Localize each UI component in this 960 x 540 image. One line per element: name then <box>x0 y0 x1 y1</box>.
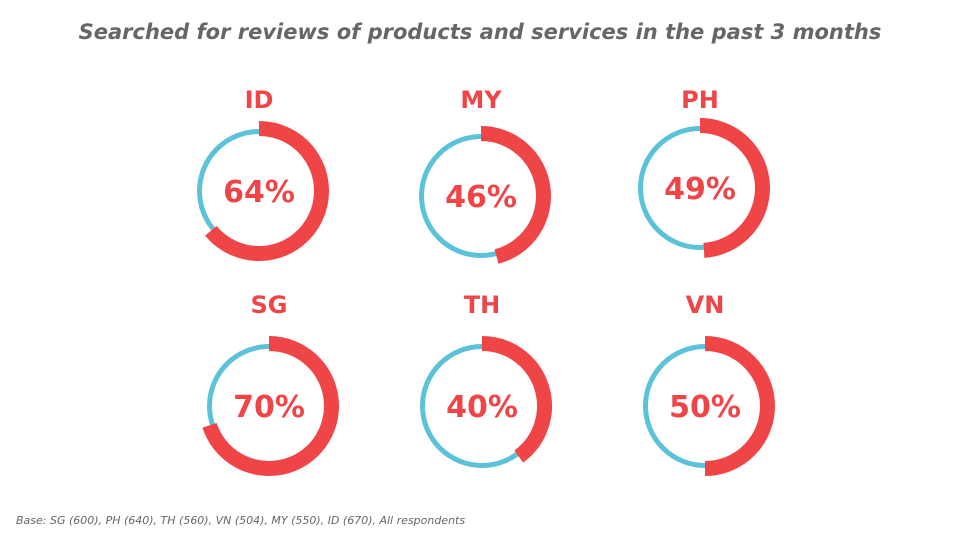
footnote: Base: SG (600), PH (640), TH (560), VN (… <box>16 514 466 527</box>
donut-arc-sg <box>202 336 339 476</box>
chart-title: Searched for reviews of products and ser… <box>78 20 882 44</box>
donut-value-th: 40% <box>446 390 518 425</box>
donut-value-ph: 49% <box>664 172 736 207</box>
donut-arc-th <box>481 336 552 463</box>
donut-value-id: 64% <box>223 175 295 210</box>
donut-label-my: MY <box>460 86 502 114</box>
donut-value-my: 46% <box>445 180 517 215</box>
donut-label-sg: SG <box>251 291 288 319</box>
donut-arc-id <box>205 121 329 261</box>
donut-arc-ph <box>699 118 770 258</box>
donut-label-th: TH <box>464 291 500 319</box>
donut-value-sg: 70% <box>233 390 305 425</box>
donut-label-ph: PH <box>681 86 719 114</box>
donut-label-vn: VN <box>686 291 725 319</box>
donut-arc-my <box>480 126 551 264</box>
donut-value-vn: 50% <box>669 390 741 425</box>
donut-arc-vn <box>704 336 775 476</box>
donut-label-id: ID <box>245 86 274 114</box>
